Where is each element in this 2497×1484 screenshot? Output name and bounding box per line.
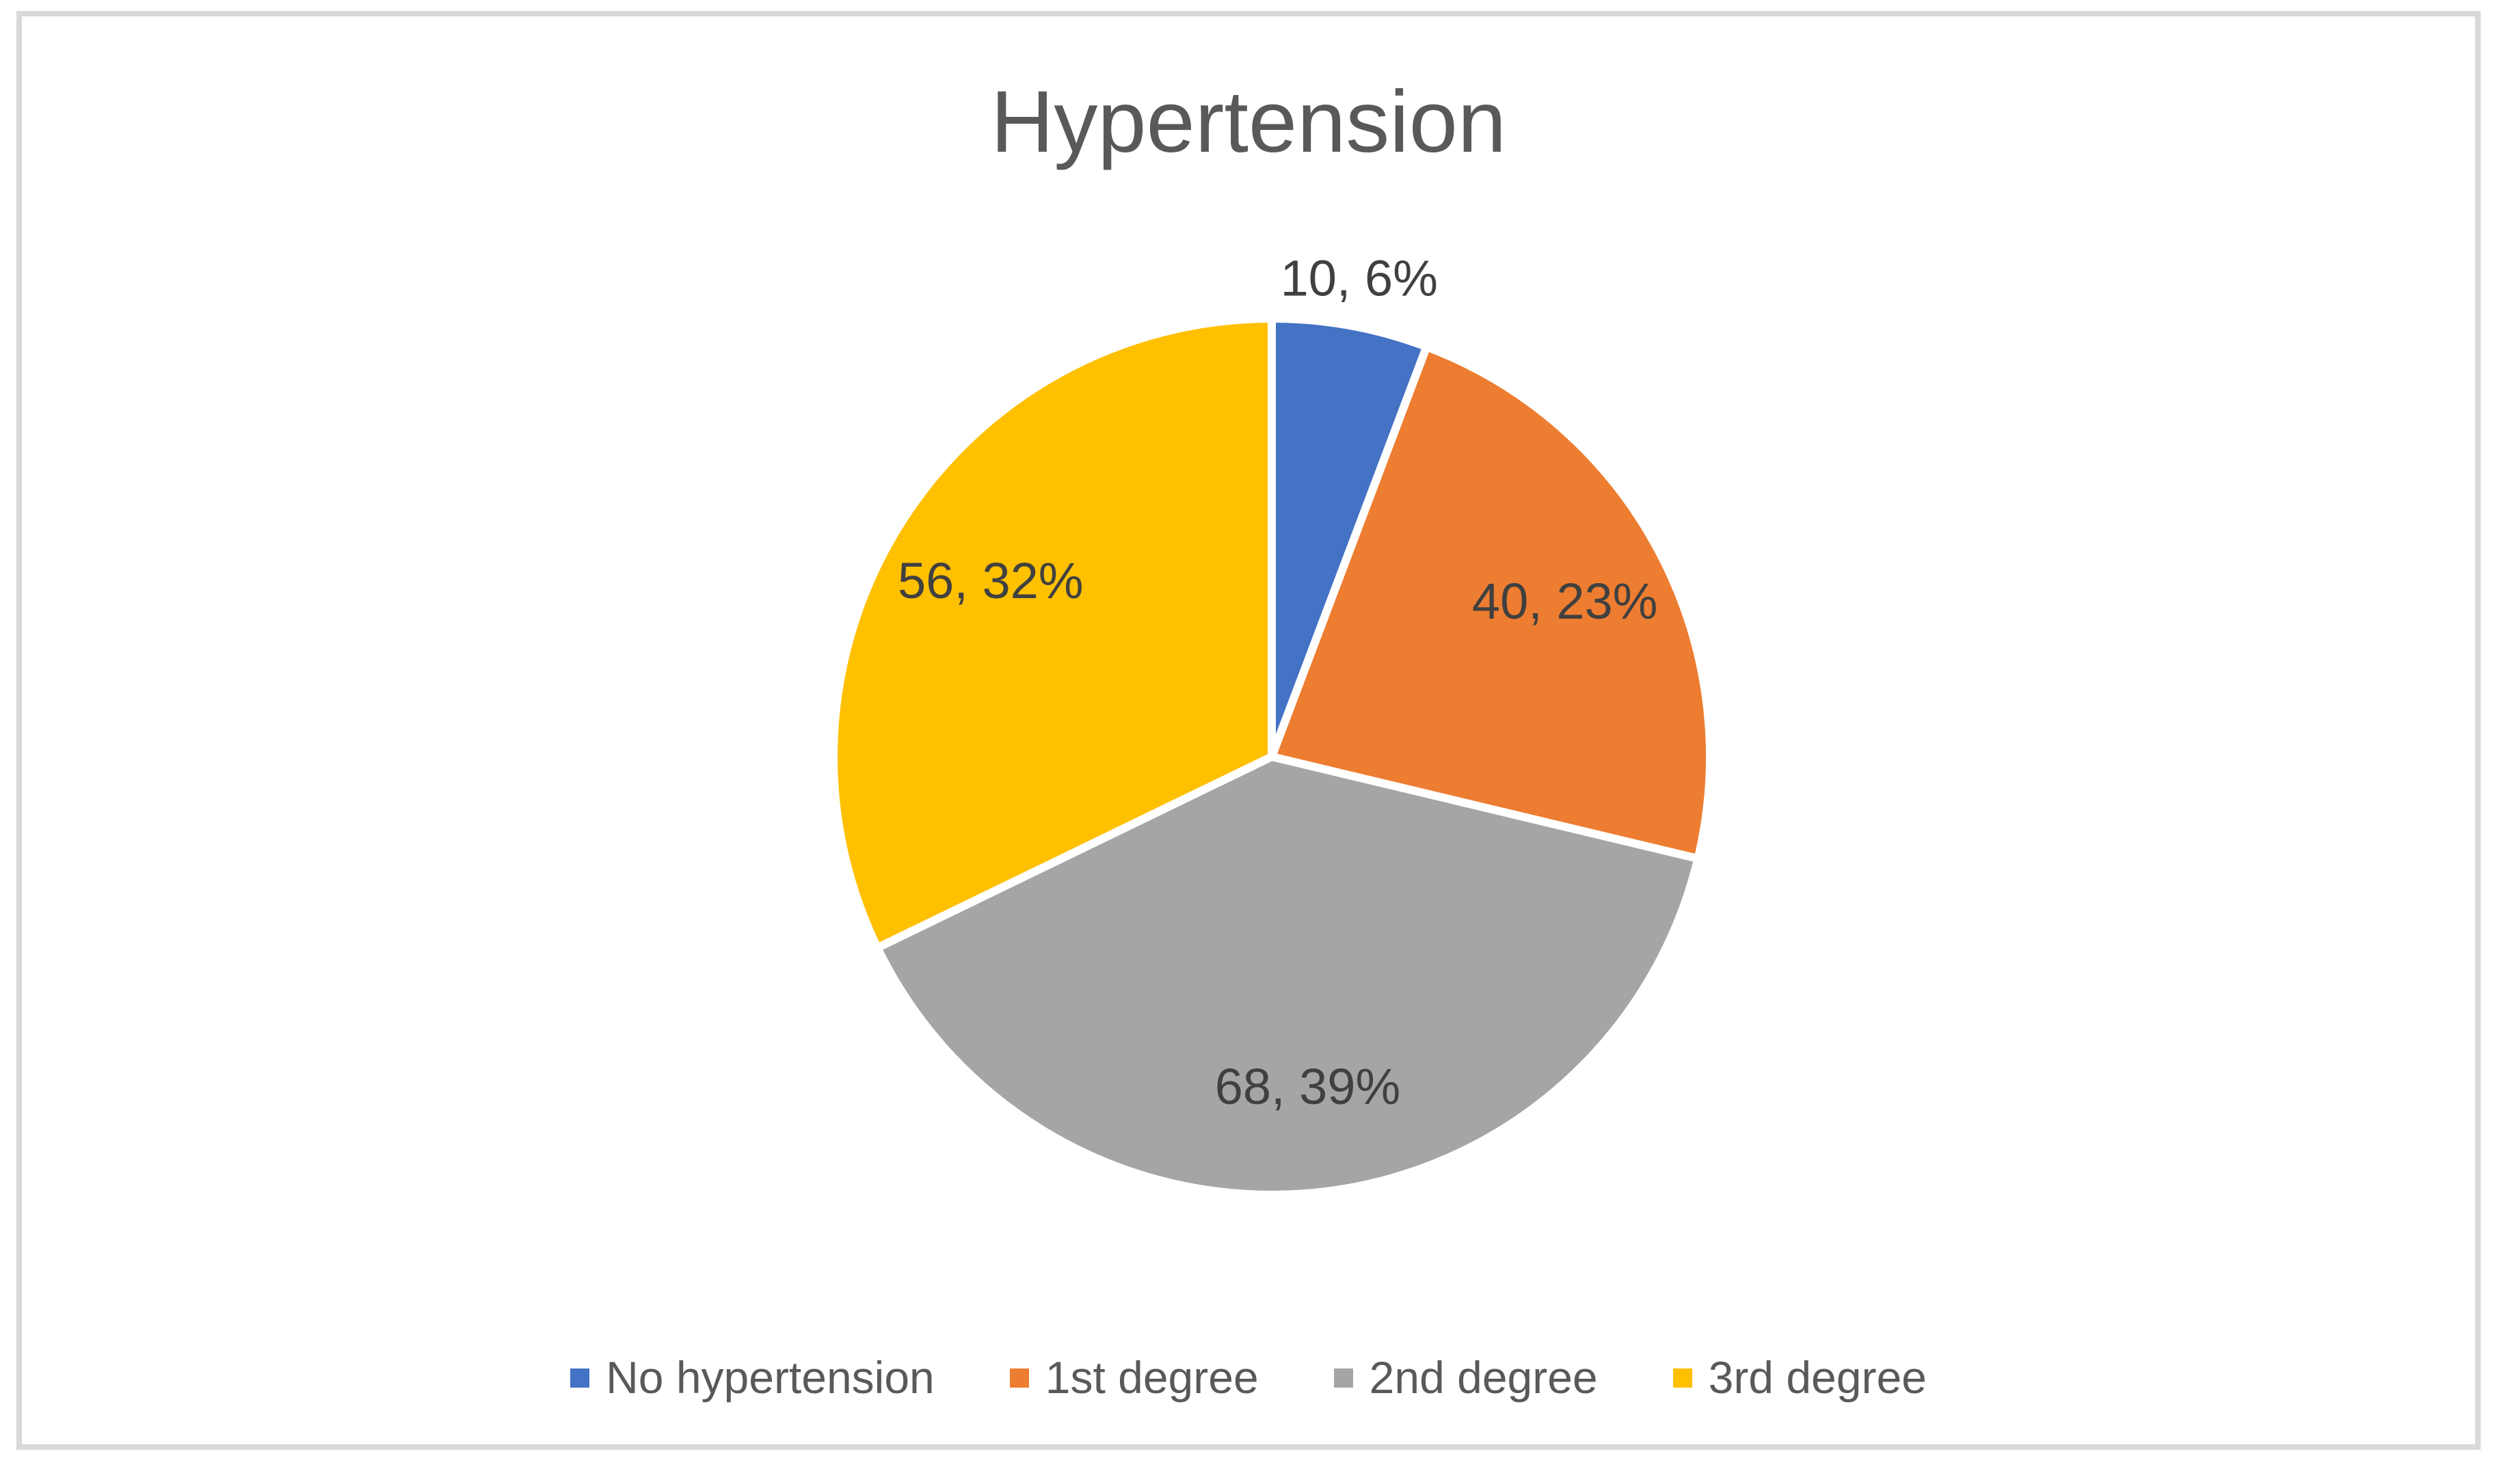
legend-label-no-hypertension: No hypertension [606,1352,935,1403]
data-label-2nd-degree: 68, 39% [1215,1058,1401,1115]
legend-marker-1st-degree [1009,1368,1029,1388]
legend: No hypertension 1st degree 2nd degree 3rd d… [22,1351,2475,1405]
legend-item-2nd-degree: 2nd degree [1333,1351,1598,1405]
data-label-no-hypertension: 10, 6% [1281,250,1438,307]
chart-frame: Hypertension 10, 6% 40, 23% 68, 39% 56, 32%… [16,11,2481,1450]
chart-title: Hypertension [990,73,1507,171]
legend-marker-3rd-degree [1672,1368,1692,1388]
legend-label-1st-degree: 1st degree [1045,1352,1259,1403]
pie-slice-2nd-degree [873,753,1702,1199]
pie-chart: 10, 6% 40, 23% 68, 39% 56, 32% [829,250,1714,1199]
data-label-1st-degree: 40, 23% [1472,573,1658,630]
legend-label-3rd-degree: 3rd degree [1708,1352,1927,1403]
legend-item-no-hypertension: No hypertension [570,1351,935,1405]
pie-slice-1st-degree [1268,342,1714,863]
legend-marker-2nd-degree [1333,1368,1353,1388]
legend-item-3rd-degree: 3rd degree [1672,1351,1927,1405]
legend-marker-no-hypertension [570,1368,590,1388]
data-label-3rd-degree: 56, 32% [898,552,1084,609]
pie-slice-3rd-degree [829,314,1276,952]
legend-item-1st-degree: 1st degree [1009,1351,1259,1405]
legend-label-2nd-degree: 2nd degree [1369,1352,1598,1403]
